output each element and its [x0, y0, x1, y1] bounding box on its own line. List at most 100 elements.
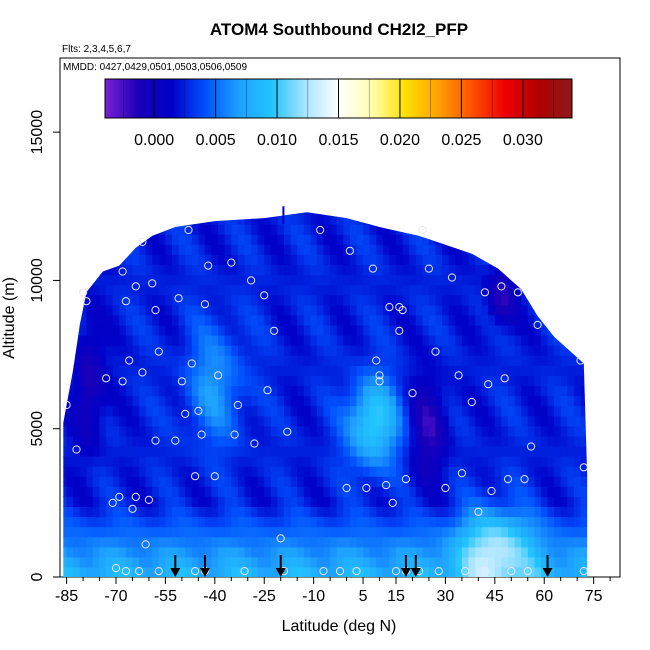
heatmap-cell: [185, 395, 193, 407]
heatmap-cell: [527, 395, 535, 407]
heatmap-cell: [461, 506, 470, 518]
heatmap-cell: [297, 445, 305, 457]
heatmap-cell: [349, 264, 358, 276]
heatmap-cell: [409, 425, 417, 437]
heatmap-cell: [198, 415, 206, 427]
heatmap-cell: [316, 224, 325, 235]
dates-note: MMDD: 0427,0429,0501,0503,0506,0509: [63, 62, 247, 73]
heatmap-cell: [79, 466, 87, 477]
heatmap-cell: [284, 274, 292, 286]
heatmap-cell: [580, 486, 588, 497]
heatmap-cell: [560, 445, 568, 457]
heatmap-cell: [145, 466, 153, 477]
heatmap-cell: [567, 415, 575, 427]
heatmap-cell: [125, 314, 134, 326]
heatmap-cell: [139, 335, 147, 346]
heatmap-cell: [521, 395, 529, 407]
sample-point: [480, 567, 489, 576]
heatmap-cell: [521, 556, 529, 568]
heatmap-cell: [172, 244, 180, 255]
heatmap-cell: [99, 536, 107, 548]
heatmap-cell: [264, 274, 272, 286]
heatmap-cell: [277, 264, 285, 276]
heatmap-cell: [534, 556, 542, 568]
heatmap-cell: [415, 375, 423, 386]
sample-point: [121, 297, 131, 306]
heatmap-cell: [172, 335, 180, 346]
heatmap-cell: [481, 415, 489, 427]
heatmap-cell: [178, 314, 186, 326]
heatmap-cell: [567, 395, 575, 407]
heatmap-cell: [257, 395, 265, 407]
heatmap-cell: [185, 445, 193, 457]
sample-point: [177, 377, 186, 386]
heatmap-cell: [461, 425, 470, 437]
sample-point: [82, 297, 91, 306]
heatmap-cell: [139, 244, 147, 255]
heatmap-cell: [211, 345, 219, 356]
heatmap-cell: [277, 476, 285, 487]
heatmap-cell: [218, 234, 226, 245]
heatmap-cell: [284, 445, 292, 457]
heatmap-cell: [567, 526, 575, 538]
heatmap-cell: [99, 395, 107, 407]
heatmap-cell: [336, 274, 344, 286]
heatmap-cell: [158, 385, 166, 397]
heatmap-cell: [310, 395, 318, 407]
heatmap-cell: [389, 264, 397, 276]
x-tick-label: -70: [104, 588, 127, 605]
heatmap-cell: [369, 496, 377, 507]
heatmap-cell: [86, 506, 94, 518]
heatmap-cell: [297, 294, 305, 306]
heatmap-cell: [323, 476, 331, 487]
heatmap-cell: [514, 556, 522, 568]
sample-point: [467, 397, 476, 407]
heatmap-cell: [560, 385, 568, 397]
heatmap-cell: [376, 506, 384, 518]
sample-point: [375, 377, 384, 386]
heatmap-cell: [356, 314, 364, 326]
heatmap-cell: [488, 476, 496, 487]
heatmap-cell: [501, 274, 509, 286]
heatmap-cell: [415, 506, 423, 518]
heatmap-cell: [349, 294, 358, 306]
heatmap-cell: [448, 466, 456, 477]
heatmap-cell: [191, 284, 199, 296]
heatmap-cell: [396, 456, 404, 467]
heatmap-cell: [494, 476, 502, 487]
heatmap-cell: [369, 395, 377, 407]
heatmap-cell: [244, 214, 252, 225]
heatmap-cell: [409, 405, 417, 417]
heatmap-cell: [125, 496, 134, 507]
heatmap-cell: [396, 425, 404, 437]
heatmap-cell: [303, 234, 311, 245]
heatmap-cell: [158, 365, 166, 376]
heatmap-cell: [442, 546, 450, 558]
heatmap-cell: [290, 445, 298, 457]
heatmap-cell: [172, 496, 180, 507]
heatmap-cell: [264, 345, 272, 356]
heatmap-cell: [277, 405, 285, 417]
heatmap-cell: [415, 254, 423, 265]
heatmap-cell: [468, 445, 476, 457]
heatmap-cell: [442, 425, 450, 437]
heatmap-cell: [448, 526, 456, 538]
heatmap-cell: [415, 274, 423, 286]
heatmap-cell: [323, 516, 331, 528]
heatmap-cell: [396, 516, 404, 528]
heatmap-cell: [587, 556, 588, 568]
heatmap-cell: [428, 456, 437, 467]
heatmap-cell: [284, 425, 292, 437]
heatmap-cell: [63, 445, 68, 457]
heatmap-cell: [547, 516, 555, 528]
heatmap-cell: [303, 566, 311, 577]
heatmap-cell: [224, 556, 232, 568]
heatmap-cell: [422, 335, 430, 346]
heatmap-cell: [63, 456, 68, 467]
heatmap-cell: [63, 536, 68, 548]
heatmap-cell: [277, 415, 285, 427]
heatmap-cell: [363, 405, 371, 417]
heatmap-cell: [191, 506, 199, 518]
heatmap-cell: [501, 566, 509, 577]
heatmap-cell: [303, 214, 311, 225]
